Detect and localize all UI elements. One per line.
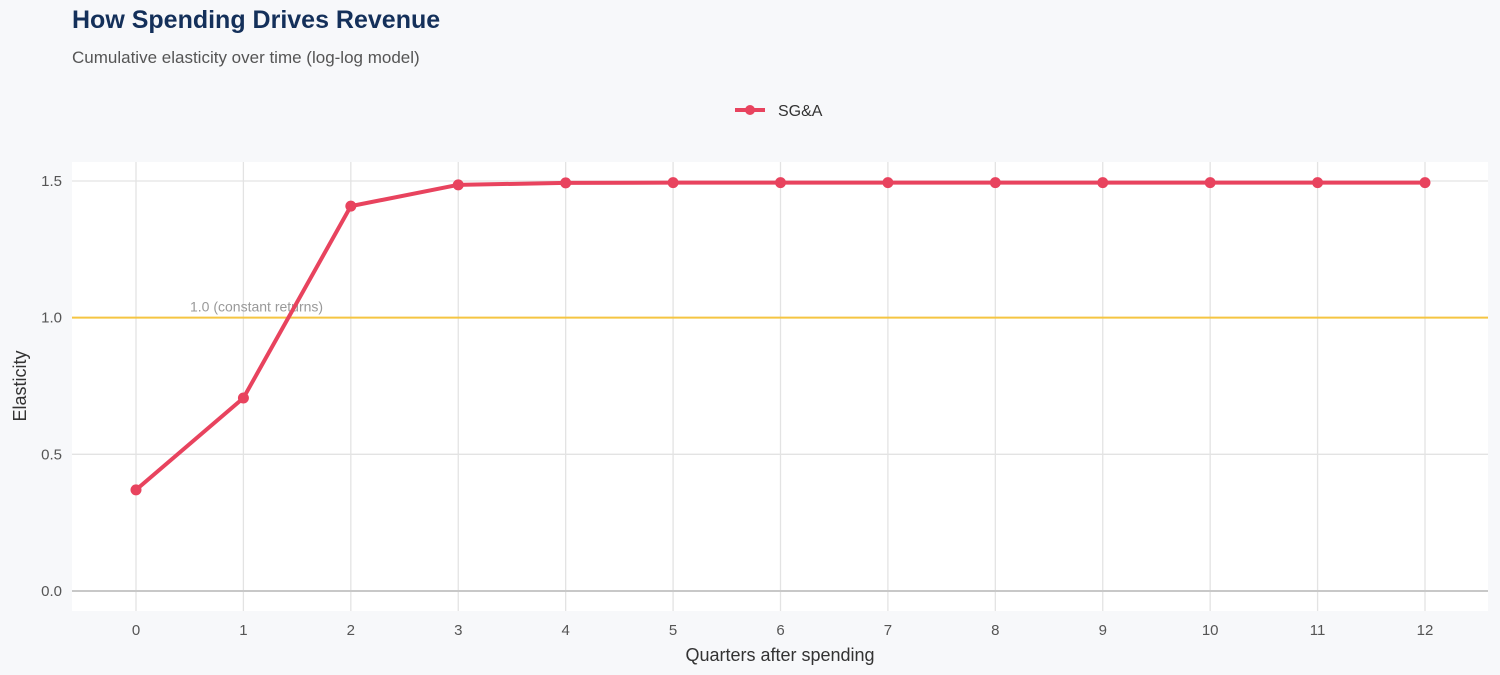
reference-line-label: 1.0 (constant returns) bbox=[190, 299, 323, 315]
data-point bbox=[345, 200, 357, 212]
x-tick-label: 12 bbox=[1417, 622, 1434, 639]
y-tick-label: 1.5 bbox=[41, 173, 62, 190]
x-tick-label: 10 bbox=[1202, 622, 1219, 639]
x-tick-label: 2 bbox=[347, 622, 355, 639]
data-point bbox=[989, 177, 1001, 189]
data-point bbox=[237, 392, 249, 404]
x-tick-label: 5 bbox=[669, 622, 677, 639]
y-tick-label: 0.5 bbox=[41, 446, 62, 463]
x-tick-label: 3 bbox=[454, 622, 462, 639]
y-axis-label: Elasticity bbox=[10, 350, 30, 421]
data-point bbox=[775, 177, 786, 189]
data-point bbox=[560, 177, 572, 189]
x-tick-label: 7 bbox=[884, 622, 892, 639]
y-tick-label: 1.0 bbox=[41, 310, 62, 327]
x-tick-label: 9 bbox=[1099, 622, 1107, 639]
x-tick-label: 11 bbox=[1310, 622, 1326, 639]
data-point bbox=[882, 177, 894, 189]
x-tick-label: 1 bbox=[239, 622, 247, 639]
data-point bbox=[1097, 177, 1109, 189]
legend-marker bbox=[745, 105, 755, 115]
data-point bbox=[452, 179, 464, 191]
data-point bbox=[1419, 177, 1431, 189]
y-tick-label: 0.0 bbox=[41, 583, 62, 600]
x-tick-label: 4 bbox=[561, 622, 569, 639]
x-axis-label: Quarters after spending bbox=[685, 645, 874, 665]
chart-subtitle: Cumulative elasticity over time (log-log… bbox=[72, 48, 420, 67]
data-point bbox=[1204, 177, 1216, 189]
x-tick-label: 0 bbox=[132, 622, 140, 639]
data-point bbox=[1312, 177, 1324, 189]
x-tick-label: 6 bbox=[776, 622, 784, 639]
data-point bbox=[130, 484, 142, 496]
legend-label: SG&A bbox=[778, 103, 823, 120]
chart-title: How Spending Drives Revenue bbox=[72, 6, 441, 34]
data-point bbox=[667, 177, 679, 189]
x-tick-label: 8 bbox=[991, 622, 999, 639]
legend: SG&A bbox=[735, 103, 823, 120]
